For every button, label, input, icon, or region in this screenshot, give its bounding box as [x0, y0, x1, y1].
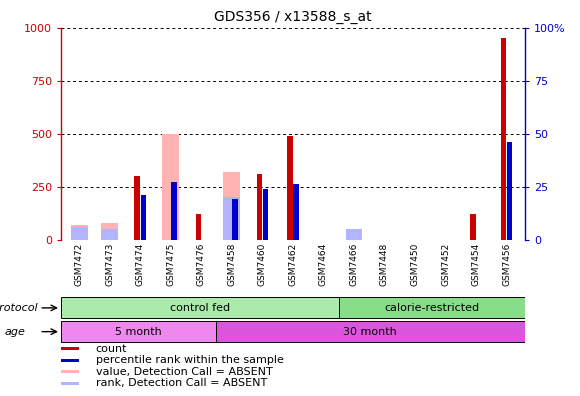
- Text: GSM7464: GSM7464: [319, 242, 328, 286]
- Text: GSM7454: GSM7454: [472, 242, 481, 286]
- Bar: [507, 142, 512, 240]
- Text: age: age: [4, 327, 25, 337]
- Text: GSM7473: GSM7473: [105, 242, 114, 286]
- Bar: [346, 229, 362, 240]
- Text: control fed: control fed: [170, 303, 230, 313]
- Bar: [102, 229, 118, 240]
- Bar: [61, 347, 79, 350]
- Bar: [135, 176, 140, 240]
- Bar: [61, 297, 339, 318]
- Text: GSM7466: GSM7466: [350, 242, 358, 286]
- Text: value, Detection Call = ABSENT: value, Detection Call = ABSENT: [96, 367, 273, 377]
- Text: GSM7458: GSM7458: [227, 242, 236, 286]
- Text: percentile rank within the sample: percentile rank within the sample: [96, 355, 284, 365]
- Text: protocol: protocol: [0, 303, 37, 313]
- Text: GSM7450: GSM7450: [411, 242, 419, 286]
- Text: 5 month: 5 month: [115, 327, 162, 337]
- Bar: [71, 227, 88, 240]
- Bar: [61, 382, 79, 385]
- Bar: [162, 133, 179, 240]
- Text: GSM7452: GSM7452: [441, 242, 450, 286]
- Text: GSM7474: GSM7474: [136, 242, 145, 286]
- Bar: [102, 223, 118, 240]
- Bar: [287, 136, 292, 240]
- Bar: [140, 195, 146, 240]
- Bar: [232, 199, 238, 240]
- Bar: [470, 214, 476, 240]
- Bar: [61, 321, 216, 342]
- Text: calorie-restricted: calorie-restricted: [385, 303, 480, 313]
- Text: rank, Detection Call = ABSENT: rank, Detection Call = ABSENT: [96, 379, 267, 388]
- Bar: [223, 197, 240, 240]
- Text: GSM7472: GSM7472: [75, 242, 84, 286]
- Text: GSM7460: GSM7460: [258, 242, 267, 286]
- Bar: [293, 185, 299, 240]
- Bar: [256, 174, 262, 240]
- Bar: [263, 189, 268, 240]
- Title: GDS356 / x13588_s_at: GDS356 / x13588_s_at: [214, 10, 372, 24]
- Text: 30 month: 30 month: [343, 327, 397, 337]
- Text: GSM7448: GSM7448: [380, 242, 389, 286]
- Bar: [61, 370, 79, 373]
- Bar: [71, 225, 88, 240]
- Bar: [223, 172, 240, 240]
- Text: count: count: [96, 344, 127, 354]
- Bar: [61, 359, 79, 362]
- Bar: [216, 321, 525, 342]
- Bar: [501, 38, 506, 240]
- Text: GSM7475: GSM7475: [166, 242, 175, 286]
- Bar: [339, 297, 525, 318]
- Bar: [195, 214, 201, 240]
- Text: GSM7456: GSM7456: [502, 242, 511, 286]
- Bar: [171, 183, 176, 240]
- Text: GSM7462: GSM7462: [288, 242, 298, 286]
- Text: GSM7476: GSM7476: [197, 242, 206, 286]
